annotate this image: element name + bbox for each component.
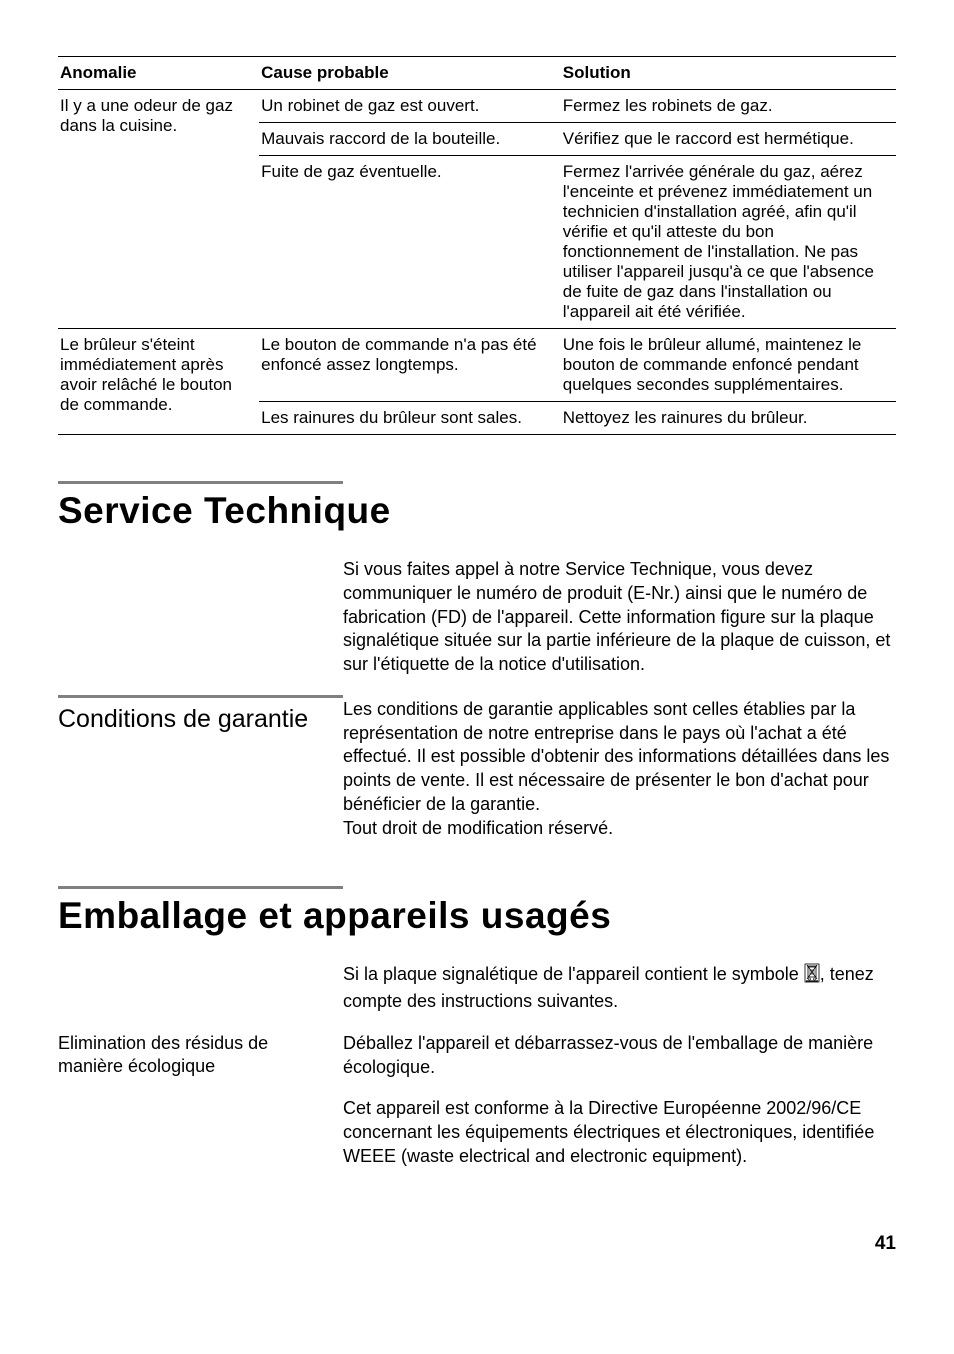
cell-solution: Vérifiez que le raccord est hermétique. [561, 123, 896, 156]
section-rule [58, 886, 343, 889]
section-title-packaging: Emballage et appareils usagés [58, 895, 896, 937]
cell-solution: Une fois le brûleur allumé, maintenez le… [561, 329, 896, 402]
section-title-service: Service Technique [58, 490, 896, 532]
table-row: Le brûleur s'éteint immédiatement après … [58, 329, 896, 402]
cell-solution: Nettoyez les rainures du brûleur. [561, 402, 896, 435]
table-header-cause: Cause probable [259, 57, 561, 90]
subsection-label-warranty: Conditions de garantie [58, 704, 325, 734]
warranty-body-1: Les conditions de garantie applicables s… [343, 698, 896, 817]
warranty-body-2: Tout droit de modification réservé. [343, 817, 896, 841]
cell-solution: Fermez l'arrivée générale du gaz, aérez … [561, 156, 896, 329]
cell-cause: Les rainures du brûleur sont sales. [259, 402, 561, 435]
service-intro: Si vous faites appel à notre Service Tec… [343, 558, 896, 677]
packaging-intro: Si la plaque signalétique de l'appareil … [343, 963, 896, 1014]
table-header-anomaly: Anomalie [58, 57, 259, 90]
page-number: 41 [58, 1233, 896, 1255]
subsection-rule [58, 695, 343, 698]
weee-icon [804, 963, 820, 990]
faults-table: Anomalie Cause probable Solution Il y a … [58, 56, 896, 435]
packaging-intro-pre: Si la plaque signalétique de l'appareil … [343, 964, 804, 984]
cell-anomaly: Il y a une odeur de gaz dans la cuisine. [58, 90, 259, 329]
subsection-label-eco: Elimination des résidus de manière écolo… [58, 1032, 325, 1078]
cell-solution: Fermez les robinets de gaz. [561, 90, 896, 123]
eco-body-1: Déballez l'appareil et débarrassez-vous … [343, 1032, 896, 1080]
cell-anomaly: Le brûleur s'éteint immédiatement après … [58, 329, 259, 435]
cell-cause: Un robinet de gaz est ouvert. [259, 90, 561, 123]
table-header-solution: Solution [561, 57, 896, 90]
cell-cause: Mauvais raccord de la bouteille. [259, 123, 561, 156]
table-row: Il y a une odeur de gaz dans la cuisine.… [58, 90, 896, 123]
eco-body-2: Cet appareil est conforme à la Directive… [343, 1097, 896, 1168]
cell-cause: Fuite de gaz éventuelle. [259, 156, 561, 329]
section-rule [58, 481, 343, 484]
cell-cause: Le bouton de commande n'a pas été enfonc… [259, 329, 561, 402]
